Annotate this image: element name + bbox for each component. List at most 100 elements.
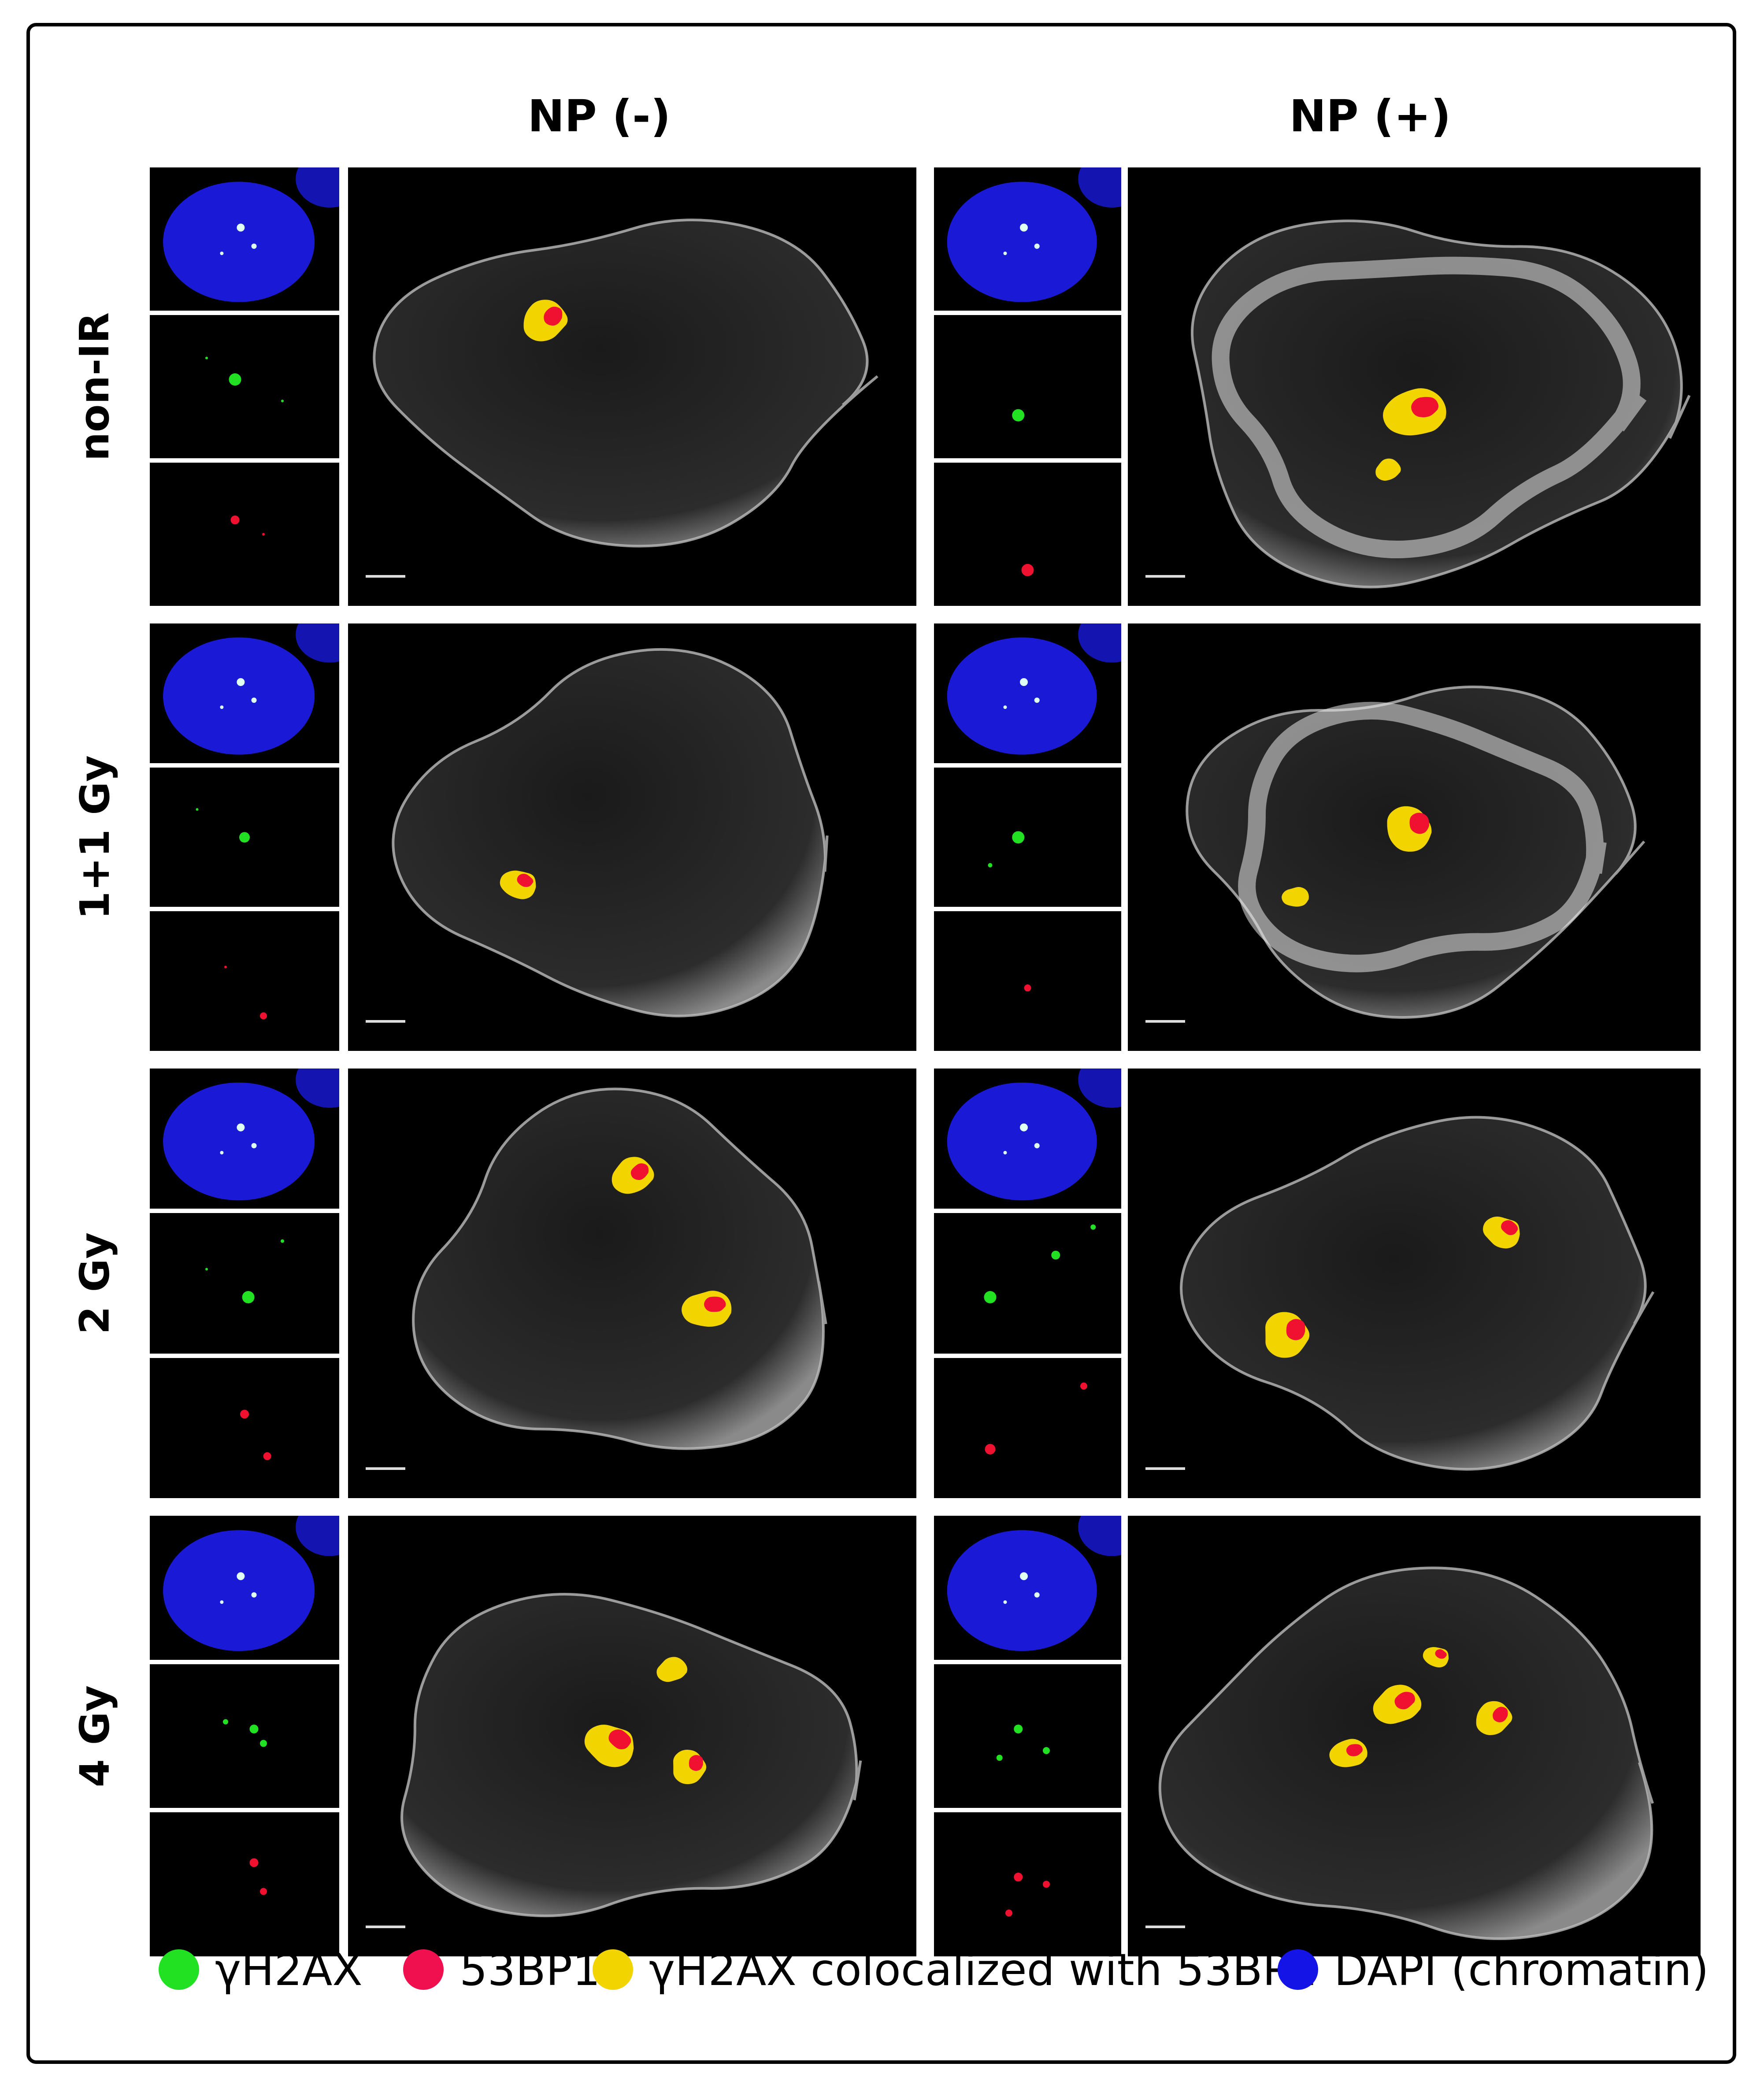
53bp1-panel-2-gy-np-plus (934, 1358, 1121, 1498)
legend-item-53bp1: 53BP1 (403, 1941, 600, 1998)
column-title-np-plus: NP (+) (1289, 90, 1451, 142)
53bp1-panel-4-gy-np-plus (934, 1812, 1121, 1956)
gh2ax-panel-non-ir-np-plus (934, 315, 1121, 458)
53bp1-focus (1346, 1744, 1364, 1756)
scale-bar (1145, 1020, 1185, 1023)
focus-dot (220, 1150, 224, 1154)
gh2ax-panel-2-gy-np-plus (934, 1213, 1121, 1354)
focus-dot (1003, 1150, 1007, 1154)
53bp1-panel-non-ir-np-minus (150, 463, 339, 606)
legend-swatch (593, 1949, 633, 1990)
53bp1-focus (1021, 564, 1034, 576)
focus-dot (1020, 1572, 1028, 1581)
gh2ax-panel-non-ir-np-minus (150, 315, 339, 458)
row-label-non-ir: non-IR (71, 312, 119, 461)
gh2ax-focus (205, 356, 208, 360)
gh2ax-panel-2-gy-np-minus (150, 1213, 339, 1354)
legend-swatch (403, 1949, 444, 1990)
gh2ax-panel-1plus1-gy-np-minus (150, 767, 339, 907)
focus-dot (251, 698, 257, 703)
53bp1-focus (1435, 1649, 1448, 1659)
legend-label: γH2AX colocalized with 53BP1 (649, 1944, 1317, 1996)
53bp1-focus (1394, 1692, 1416, 1710)
scale-bar (366, 1467, 405, 1470)
nucleus-surface (1158, 1566, 1654, 1941)
scale-bar (366, 575, 405, 578)
focus-dot (1034, 1592, 1040, 1598)
53bp1-focus (544, 307, 563, 326)
scale-bar (1145, 1467, 1185, 1470)
gh2ax-focus (205, 1268, 208, 1271)
focus-dot (220, 252, 224, 255)
53bp1-panel-non-ir-np-plus (934, 463, 1121, 606)
53bp1-focus (1493, 1707, 1508, 1722)
render-panel-non-ir-np-minus (348, 167, 916, 606)
colocalized-focus (1282, 887, 1310, 907)
53bp1-focus (1024, 984, 1031, 992)
render-panel-1plus1-gy-np-plus (1128, 623, 1701, 1051)
focus-dot (220, 705, 224, 709)
scale-bar (366, 1020, 405, 1023)
53bp1-focus (240, 1409, 249, 1418)
focus-dot (237, 1572, 245, 1581)
gh2ax-focus (996, 1754, 1003, 1761)
53bp1-panel-1plus1-gy-np-minus (150, 911, 339, 1051)
row-label-4-gy: 4 Gy (71, 1685, 119, 1787)
focus-dot (1020, 223, 1028, 232)
render-panel-1plus1-gy-np-minus (348, 623, 916, 1051)
53bp1-focus (1043, 1881, 1050, 1888)
53bp1-panel-2-gy-np-minus (150, 1358, 339, 1498)
scale-bar (1145, 575, 1185, 578)
render-panel-4-gy-np-minus (348, 1516, 916, 1956)
53bp1-focus (1409, 813, 1430, 834)
53bp1-focus (1411, 397, 1440, 418)
gh2ax-focus (988, 863, 993, 868)
gh2ax-panel-4-gy-np-plus (934, 1664, 1121, 1808)
focus-dot (251, 1143, 257, 1149)
dapi-panel-non-ir-np-minus (150, 167, 339, 311)
render-panel-non-ir-np-plus (1128, 167, 1701, 606)
dapi-panel-non-ir-np-plus (934, 167, 1121, 311)
focus-dot (220, 1600, 224, 1604)
legend-item-gh2ax: γH2AX (159, 1941, 363, 1998)
nucleus-surface (392, 648, 829, 1017)
focus-dot (251, 243, 257, 249)
row-label-2-gy: 2 Gy (71, 1232, 119, 1335)
render-panel-2-gy-np-minus (348, 1069, 916, 1498)
dapi-panel-2-gy-np-plus (934, 1069, 1121, 1209)
gh2ax-focus (281, 400, 284, 402)
gh2ax-focus (1014, 1724, 1023, 1733)
gh2ax-focus (1051, 1250, 1060, 1260)
nucleus-surface (373, 219, 878, 548)
gh2ax-focus (249, 1724, 259, 1733)
dapi-panel-4-gy-np-plus (934, 1516, 1121, 1660)
legend-swatch (1278, 1949, 1318, 1990)
gh2ax-focus (984, 1291, 997, 1304)
53bp1-focus (224, 965, 227, 968)
legend-swatch (159, 1949, 199, 1990)
focus-dot (1003, 1600, 1007, 1604)
gh2ax-focus (196, 808, 199, 811)
render-panel-4-gy-np-plus (1128, 1516, 1701, 1956)
53bp1-panel-1plus1-gy-np-plus (934, 911, 1121, 1051)
53bp1-focus (262, 533, 265, 536)
53bp1-focus (608, 1729, 632, 1750)
legend-label: DAPI (chromatin) (1334, 1944, 1709, 1996)
colocalized-focus (656, 1657, 689, 1682)
dapi-panel-1plus1-gy-np-plus (934, 623, 1121, 763)
gh2ax-panel-4-gy-np-minus (150, 1664, 339, 1808)
53bp1-focus (263, 1452, 271, 1460)
gh2ax-focus (229, 373, 241, 386)
53bp1-focus (249, 1858, 259, 1867)
53bp1-focus (1286, 1319, 1305, 1340)
gh2ax-focus (1090, 1224, 1096, 1230)
focus-dot (1003, 252, 1007, 255)
gh2ax-focus (223, 1719, 228, 1725)
gh2ax-focus (281, 1239, 284, 1243)
scale-bar (1145, 1926, 1185, 1928)
53bp1-focus (230, 516, 240, 524)
gh2ax-focus (1012, 409, 1025, 422)
focus-dot (1034, 243, 1040, 249)
53bp1-focus (1080, 1382, 1087, 1390)
53bp1-focus (704, 1296, 727, 1312)
